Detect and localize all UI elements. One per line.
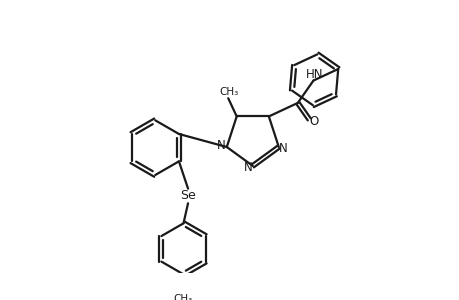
Text: N: N: [217, 139, 225, 152]
Text: HN: HN: [305, 68, 322, 81]
Text: CH₃: CH₃: [174, 294, 193, 300]
Text: CH₃: CH₃: [219, 87, 238, 97]
Text: Se: Se: [180, 190, 196, 202]
Text: N: N: [243, 161, 252, 174]
Text: N: N: [278, 142, 287, 155]
Text: O: O: [308, 115, 318, 128]
